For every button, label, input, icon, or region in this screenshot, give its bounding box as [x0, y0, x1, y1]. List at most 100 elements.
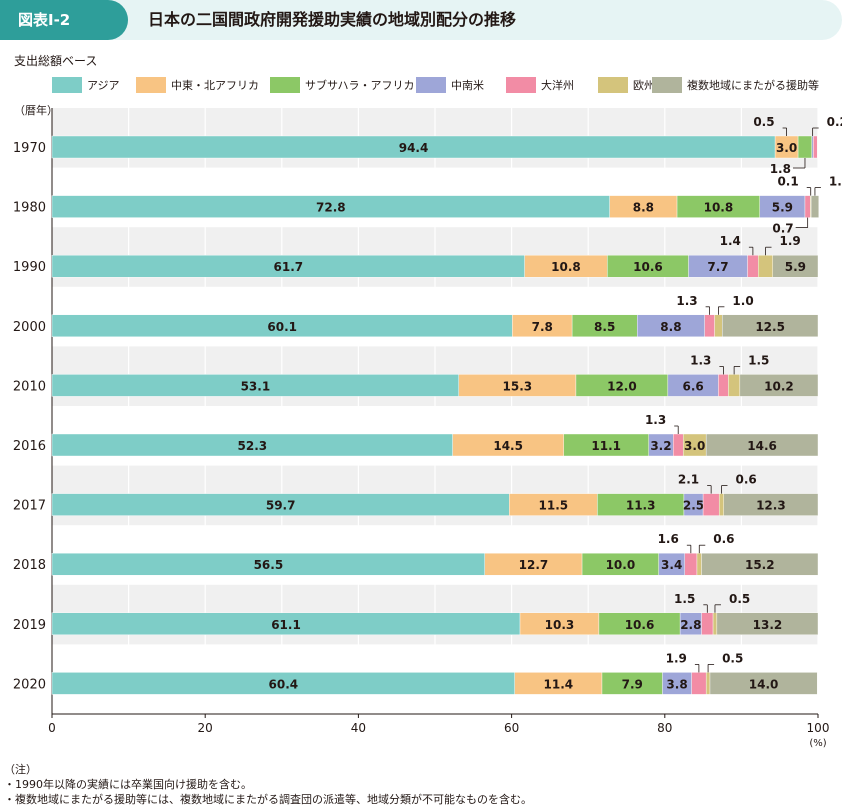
data-label: 7.9 — [622, 677, 643, 691]
data-label: 56.5 — [254, 558, 284, 572]
data-label: 72.8 — [316, 201, 346, 215]
legend-label: 中南米 — [451, 79, 484, 92]
data-label: 12.3 — [756, 499, 786, 513]
bar-segment — [813, 135, 818, 159]
data-label: 8.8 — [633, 201, 654, 215]
data-label: 3.0 — [684, 439, 705, 453]
legend-swatch — [136, 77, 166, 93]
callout-label: 0.2 — [827, 115, 842, 129]
note-line-1: ・1990年以降の実績には卒業国向け援助を含む。 — [4, 778, 252, 791]
bar-segment — [810, 195, 819, 218]
data-label: 52.3 — [238, 439, 268, 453]
data-label: 2.5 — [683, 499, 704, 513]
data-label: 8.5 — [594, 320, 615, 334]
legend-label: アジア — [87, 79, 120, 92]
bar-segment — [709, 672, 818, 695]
callout-label: 0.6 — [735, 473, 756, 487]
data-label: 14.0 — [749, 677, 779, 691]
legend-swatch — [652, 77, 682, 93]
data-label: 60.4 — [269, 677, 299, 691]
bar-segment — [704, 314, 715, 338]
callout-label: 2.1 — [678, 473, 699, 487]
bar-segment — [691, 672, 707, 695]
legend-item: 中東・北アフリカ — [136, 76, 259, 94]
x-tick-label: 20 — [198, 721, 213, 735]
bar-segment — [722, 314, 819, 338]
category-label: 2019 — [13, 618, 46, 633]
data-label: 61.7 — [274, 260, 304, 274]
legend-label: 欧州 — [633, 79, 655, 92]
x-tick-label: 40 — [351, 721, 366, 735]
title-background — [0, 0, 842, 40]
bar-segment — [673, 433, 684, 457]
bar-segment — [739, 374, 819, 397]
title-bar: 図表Ⅰ-2 日本の二国間政府開発援助実績の地域別配分の推移 — [0, 0, 842, 40]
category-label: 2018 — [13, 558, 46, 573]
category-label: 1980 — [13, 201, 46, 216]
bar-segment — [702, 493, 720, 516]
bar-segment — [705, 433, 819, 457]
legend-item: サブサハラ・アフリカ — [270, 76, 415, 94]
x-tick-label: 100 — [807, 721, 830, 735]
bar-segment — [701, 612, 714, 635]
legend-item: 複数地域にまたがる援助等 — [652, 76, 819, 94]
data-label: 14.5 — [493, 439, 523, 453]
data-label: 11.3 — [626, 499, 656, 513]
bar-segment — [705, 672, 711, 695]
data-label: 10.8 — [551, 260, 581, 274]
data-label: 8.8 — [660, 320, 681, 334]
data-label: 5.9 — [785, 260, 806, 274]
bar-segment — [718, 493, 724, 516]
bar-segment — [716, 612, 819, 635]
bar-segment — [714, 314, 723, 338]
data-label: 3.2 — [650, 439, 671, 453]
callout-label: 1.0 — [732, 294, 753, 308]
category-label: 1970 — [13, 141, 46, 156]
data-label: 11.1 — [591, 439, 621, 453]
data-label: 7.8 — [532, 320, 553, 334]
notes: （注） ・1990年以降の実績には卒業国向け援助を含む。 ・複数地域にまたがる援… — [4, 762, 532, 807]
data-label: 14.6 — [747, 439, 777, 453]
legend-label: 中東・北アフリカ — [171, 79, 259, 92]
callout-label: 1.3 — [645, 413, 666, 427]
category-label: 2016 — [13, 439, 46, 454]
x-tick-label: 80 — [657, 721, 672, 735]
callout-label: 0.5 — [722, 651, 743, 665]
callout-label: 0.5 — [753, 115, 774, 129]
legend-swatch — [506, 77, 536, 93]
legend-label: 複数地域にまたがる援助等 — [687, 79, 819, 92]
data-label: 53.1 — [241, 379, 271, 393]
callout-label: 1.5 — [748, 353, 769, 367]
notes-heading: （注） — [4, 763, 37, 776]
data-label: 15.2 — [745, 558, 775, 572]
data-label: 10.0 — [606, 558, 636, 572]
bar-segment — [804, 195, 811, 218]
data-label: 3.8 — [666, 677, 687, 691]
data-label: 10.6 — [633, 260, 663, 274]
data-label: 61.1 — [271, 618, 301, 632]
bar-segment — [797, 135, 813, 159]
bar-segment — [772, 254, 819, 278]
data-label: 94.4 — [399, 141, 429, 155]
x-tick-label: 60 — [504, 721, 519, 735]
legend-swatch — [52, 77, 82, 93]
data-label: 7.7 — [707, 260, 728, 274]
callout-label: 1.9 — [666, 651, 687, 665]
data-label: 11.5 — [539, 499, 569, 513]
data-label: 60.1 — [267, 320, 297, 334]
legend: アジア 中東・北アフリカ サブサハラ・アフリカ 中南米 大洋州 欧州 複数地域にまたがる援助… — [52, 76, 842, 94]
category-label: 1990 — [13, 260, 46, 275]
bar-segment — [728, 374, 741, 397]
callout-label: 1.9 — [780, 234, 801, 248]
data-label: 3.4 — [661, 558, 682, 572]
callout-label: 1.8 — [770, 162, 791, 176]
legend-swatch — [598, 77, 628, 93]
callout-label: 0.1 — [777, 175, 798, 189]
bar-segment — [718, 374, 729, 397]
category-label: 2000 — [13, 320, 46, 335]
x-tick-label: 0 — [48, 721, 56, 735]
callout-label: 1.3 — [676, 294, 697, 308]
data-label: 6.6 — [683, 379, 704, 393]
category-label: 2020 — [13, 677, 46, 692]
data-label: 12.5 — [755, 320, 785, 334]
